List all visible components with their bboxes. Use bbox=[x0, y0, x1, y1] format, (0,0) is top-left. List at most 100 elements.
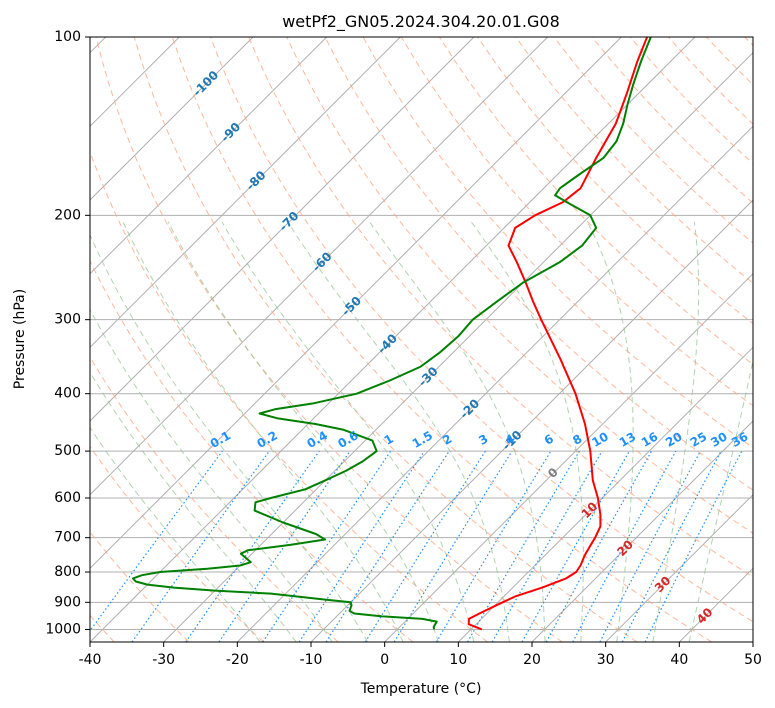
line-annotations: -100-90-80-70-60-50-40-30-20-10010203040… bbox=[190, 68, 750, 627]
isotherm-line bbox=[90, 37, 401, 349]
mixing-ratio-line bbox=[185, 450, 320, 642]
isotherm-line bbox=[384, 272, 753, 642]
mixing-ratio-line bbox=[435, 450, 552, 642]
x-tick-label: 40 bbox=[670, 652, 688, 668]
dry-adiabat-line bbox=[248, 37, 753, 578]
x-axis-ticks: -40 -30 -20 -10 0 10 20 30 40 50 bbox=[79, 642, 762, 668]
mixing-ratio-label: 3 bbox=[476, 431, 490, 447]
x-tick-label: -10 bbox=[300, 652, 323, 668]
y-axis-label: Pressure (hPa) bbox=[12, 289, 28, 389]
temperature-profile-line bbox=[467, 37, 649, 631]
mixing-ratio-label: 20 bbox=[663, 429, 684, 449]
dry-adiabat-line bbox=[90, 445, 264, 642]
dry-adiabat-line bbox=[668, 37, 753, 125]
moist-adiabat-line bbox=[287, 221, 510, 642]
moist-adiabat-line bbox=[90, 426, 261, 642]
mixing-ratio-label: 0.6 bbox=[335, 428, 360, 451]
x-tick-label: 10 bbox=[449, 652, 467, 668]
dry-adiabat-line bbox=[171, 37, 712, 642]
mixing-ratio-line bbox=[545, 450, 653, 642]
isotherm-line bbox=[90, 37, 622, 570]
mixing-ratio-line bbox=[393, 450, 513, 642]
moist-adiabats bbox=[90, 221, 753, 642]
mixing-ratio-line bbox=[521, 450, 631, 642]
mixing-ratio-line bbox=[325, 450, 450, 642]
isotherm-line bbox=[90, 37, 475, 422]
mixing-ratio-label: 8 bbox=[570, 431, 584, 447]
x-tick-label: 30 bbox=[597, 652, 615, 668]
mixing-ratio-label: 1 bbox=[382, 431, 396, 447]
plot-area: -100-90-80-70-60-50-40-30-20-10010203040… bbox=[90, 37, 753, 642]
dry-adiabat-line bbox=[515, 37, 753, 284]
isotherm-line bbox=[163, 51, 753, 642]
moist-adiabat-line bbox=[221, 221, 475, 642]
moist-adiabat-line bbox=[470, 221, 584, 642]
mixing-ratio-line bbox=[218, 450, 351, 642]
y-tick-label: 700 bbox=[54, 530, 81, 546]
mixing-ratio-label: 16 bbox=[639, 429, 660, 449]
y-tick-label: 300 bbox=[54, 312, 81, 328]
dry-adiabat-line bbox=[90, 259, 414, 642]
dry-adiabats bbox=[90, 37, 753, 642]
y-tick-label: 600 bbox=[54, 490, 81, 506]
moist-adiabat-line bbox=[90, 308, 333, 642]
mixing-ratio-label: 6 bbox=[542, 431, 556, 447]
isotherm-line bbox=[90, 37, 549, 496]
x-tick-label: 0 bbox=[380, 652, 389, 668]
y-tick-label: 900 bbox=[54, 594, 81, 610]
mixing-ratio-line bbox=[131, 450, 270, 642]
moist-adiabat-line bbox=[167, 221, 439, 642]
x-tick-label: -40 bbox=[79, 652, 102, 668]
mixing-ratio-lines bbox=[90, 450, 743, 642]
dry-adiabat-line bbox=[210, 37, 753, 623]
mixing-ratio-line bbox=[90, 450, 223, 632]
moist-adiabat-line bbox=[368, 221, 546, 642]
x-tick-label: -30 bbox=[152, 652, 175, 668]
dry-adiabat-line bbox=[133, 37, 638, 642]
mixing-ratio-line bbox=[599, 450, 702, 642]
y-tick-label: 800 bbox=[54, 564, 81, 580]
mixing-ratio-line bbox=[262, 450, 392, 642]
moist-adiabat-line bbox=[586, 221, 634, 642]
dry-adiabat-line bbox=[286, 37, 753, 534]
moist-adiabat-line bbox=[688, 358, 753, 642]
x-tick-label: 20 bbox=[523, 652, 541, 668]
x-tick-label: -20 bbox=[226, 652, 249, 668]
isotherm-line bbox=[457, 346, 753, 642]
y-tick-label: 200 bbox=[54, 207, 81, 223]
mixing-ratio-label: 13 bbox=[617, 429, 638, 449]
dewpoint-profile-line bbox=[132, 37, 652, 630]
plot-frame bbox=[89, 36, 754, 643]
mixing-ratio-label: 10 bbox=[589, 429, 610, 449]
y-axis-ticks: 100 200 300 400 500 600 700 800 900 1000 bbox=[45, 29, 90, 637]
mixing-ratio-line bbox=[364, 450, 486, 642]
sounding-series bbox=[132, 37, 652, 631]
y-tick-label: 100 bbox=[54, 29, 81, 45]
dry-adiabat-line bbox=[744, 37, 753, 47]
moist-adiabat-line bbox=[652, 221, 700, 642]
y-tick-label: 400 bbox=[54, 386, 81, 402]
isotherm-line bbox=[90, 37, 254, 201]
dry-adiabat-line bbox=[95, 37, 563, 642]
dry-adiabat-line bbox=[90, 531, 190, 642]
mixing-ratio-label: 0.4 bbox=[305, 428, 330, 451]
x-tick-label: 50 bbox=[744, 652, 762, 668]
isotherm-line bbox=[236, 125, 753, 642]
isotherm-line bbox=[531, 420, 753, 642]
moist-adiabat-line bbox=[122, 221, 404, 642]
isotherm-line bbox=[605, 493, 753, 642]
y-tick-label: 1000 bbox=[45, 621, 81, 637]
mixing-ratio-label: 0.2 bbox=[255, 428, 280, 451]
isotherm-line bbox=[90, 37, 328, 275]
moist-adiabat-line bbox=[90, 371, 297, 642]
isotherm-line bbox=[752, 641, 753, 642]
dry-adiabat-line bbox=[324, 37, 753, 491]
chart-title: wetPf2_GN05.2024.304.20.01.G08 bbox=[282, 12, 560, 32]
mixing-ratio-line bbox=[572, 450, 677, 642]
mixing-ratio-label: 2 bbox=[440, 431, 454, 447]
isotherm-line bbox=[678, 567, 753, 642]
dry-adiabat-line bbox=[706, 37, 753, 86]
mixing-ratio-line bbox=[298, 450, 425, 642]
isotherm-line bbox=[90, 37, 696, 642]
